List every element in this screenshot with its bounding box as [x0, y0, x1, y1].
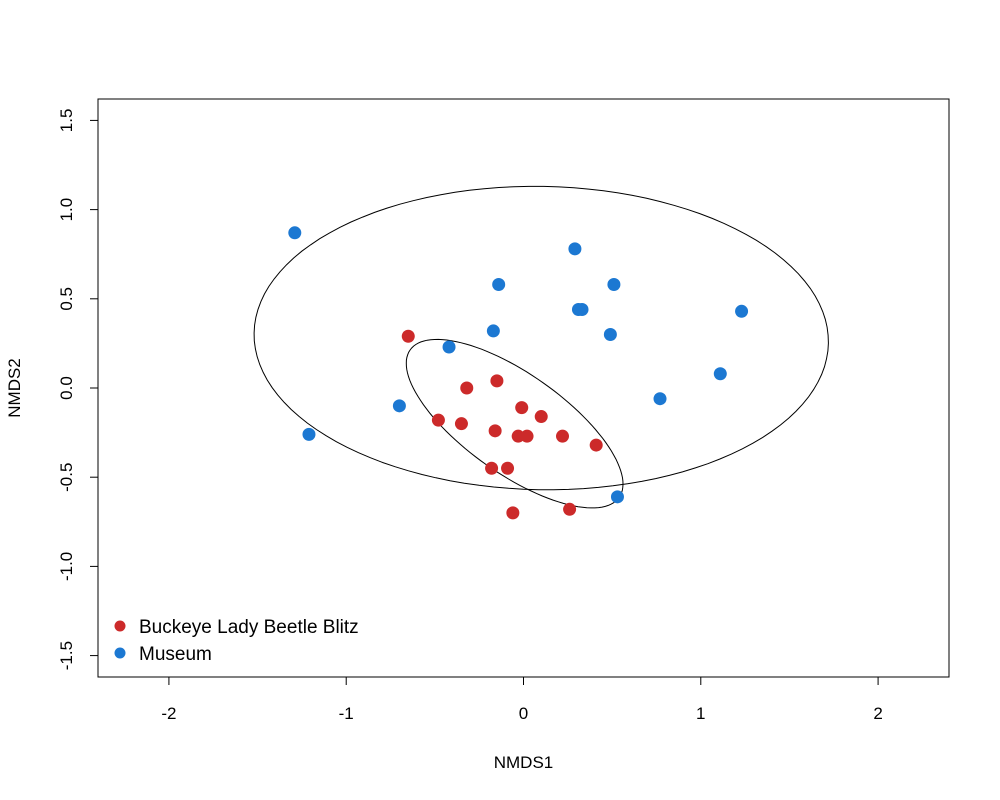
y-tick-label: 0.5 [57, 287, 76, 311]
y-axis-title: NMDS2 [5, 358, 24, 418]
legend-label: Museum [139, 644, 212, 665]
data-point [653, 392, 667, 406]
data-point [506, 506, 520, 520]
data-point [589, 438, 603, 452]
data-point [515, 401, 529, 415]
data-point [485, 461, 499, 475]
x-tick-label: 1 [696, 704, 705, 723]
data-point [603, 327, 617, 341]
data-point [460, 381, 474, 395]
data-point [488, 424, 502, 438]
legend-marker [114, 647, 126, 659]
y-tick-label: 0.0 [57, 376, 76, 400]
plot-frame [97, 98, 950, 678]
data-point [401, 329, 415, 343]
data-point [442, 340, 456, 354]
confidence-ellipse [253, 185, 829, 491]
data-point [288, 226, 302, 240]
legend: Buckeye Lady Beetle Blitz Museum [114, 617, 359, 665]
x-axis: -2 -1 0 1 2 [161, 676, 883, 723]
data-point [575, 303, 589, 317]
data-point [392, 399, 406, 413]
data-point [568, 242, 582, 256]
x-tick-label: -2 [161, 704, 176, 723]
data-point [735, 304, 749, 318]
x-axis-title: NMDS1 [494, 753, 554, 772]
y-tick-label: -0.5 [57, 463, 76, 492]
x-tick-label: -1 [339, 704, 354, 723]
data-point [492, 278, 506, 292]
data-point [520, 429, 534, 443]
y-axis: -1.5 -1.0 -0.5 0.0 0.5 1.0 1.5 [57, 109, 99, 670]
data-point [607, 278, 621, 292]
data-point [534, 410, 548, 424]
confidence-ellipse [405, 338, 624, 509]
points-layer [288, 226, 749, 520]
x-tick-label: 0 [519, 704, 528, 723]
x-tick-label: 2 [873, 704, 882, 723]
data-point [302, 427, 316, 441]
y-tick-label: 1.5 [57, 109, 76, 133]
legend-marker [114, 620, 126, 632]
data-point [713, 367, 727, 381]
y-tick-label: -1.5 [57, 641, 76, 670]
y-tick-label: -1.0 [57, 552, 76, 581]
data-point [501, 461, 515, 475]
data-point [454, 417, 468, 431]
data-point [556, 429, 570, 443]
data-point [490, 374, 504, 388]
data-point [610, 490, 624, 504]
data-point [563, 502, 577, 516]
ellipses-layer [253, 185, 829, 509]
y-tick-label: 1.0 [57, 198, 76, 222]
data-point [486, 324, 500, 338]
legend-label: Buckeye Lady Beetle Blitz [139, 617, 359, 638]
data-point [431, 413, 445, 427]
